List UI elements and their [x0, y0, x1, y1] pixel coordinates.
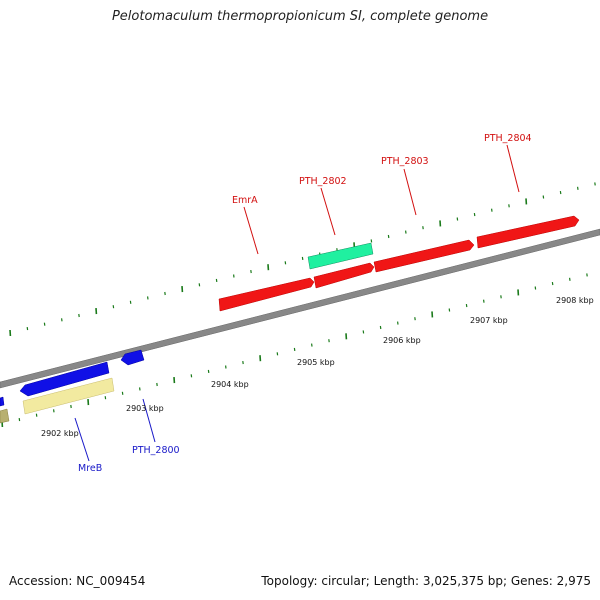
gene-label-pth2800: PTH_2800: [132, 445, 180, 456]
leader-line-pth2803: [403, 168, 417, 216]
leader-line-pth2800: [142, 398, 156, 443]
genome-title: Pelotomaculum thermopropionicum SI, comp…: [111, 9, 489, 24]
gene-feature-blue-pth2800[interactable]: [120, 349, 145, 366]
kbp-label-2908: 2908 kbp: [556, 296, 594, 305]
lower-tick-row: [1, 273, 588, 428]
gene-feature-khaki-edge[interactable]: [0, 408, 10, 424]
gene-feature-blue-edge[interactable]: [0, 396, 5, 407]
upper-tick-row: [9, 182, 596, 337]
gene-label-pth2803: PTH_2803: [381, 156, 429, 167]
gene-feature-red-1[interactable]: [218, 277, 315, 312]
gene-label-emra: EmrA: [232, 195, 258, 206]
accession-text: Accession: NC_009454: [9, 574, 146, 588]
kbp-label-2905: 2905 kbp: [297, 358, 335, 367]
kbp-label-2902: 2902 kbp: [41, 429, 79, 438]
gene-feature-red-2[interactable]: [313, 262, 375, 289]
gene-label-pth2804: PTH_2804: [484, 133, 532, 144]
kbp-label-2907: 2907 kbp: [470, 316, 508, 325]
gene-feature-khaki-1[interactable]: [22, 377, 115, 415]
gene-feature-blue-mreb[interactable]: [19, 361, 110, 397]
gene-feature-green-emra[interactable]: [307, 242, 374, 270]
leader-line-emra: [243, 206, 259, 255]
gene-label-mreb: MreB: [78, 463, 102, 474]
gene-label-pth2802: PTH_2802: [299, 176, 347, 187]
kbp-label-2906: 2906 kbp: [383, 336, 421, 345]
leader-line-pth2804: [506, 144, 520, 193]
genome-backbone: [0, 228, 600, 389]
kbp-label-2903: 2903 kbp: [126, 404, 164, 413]
gene-feature-red-4[interactable]: [476, 215, 580, 249]
kbp-label-2904: 2904 kbp: [211, 380, 249, 389]
gene-feature-red-3[interactable]: [373, 239, 475, 273]
genome-summary-text: Topology: circular; Length: 3,025,375 bp…: [261, 574, 591, 588]
leader-line-pth2802: [320, 187, 336, 236]
leader-line-mreb: [74, 417, 90, 462]
